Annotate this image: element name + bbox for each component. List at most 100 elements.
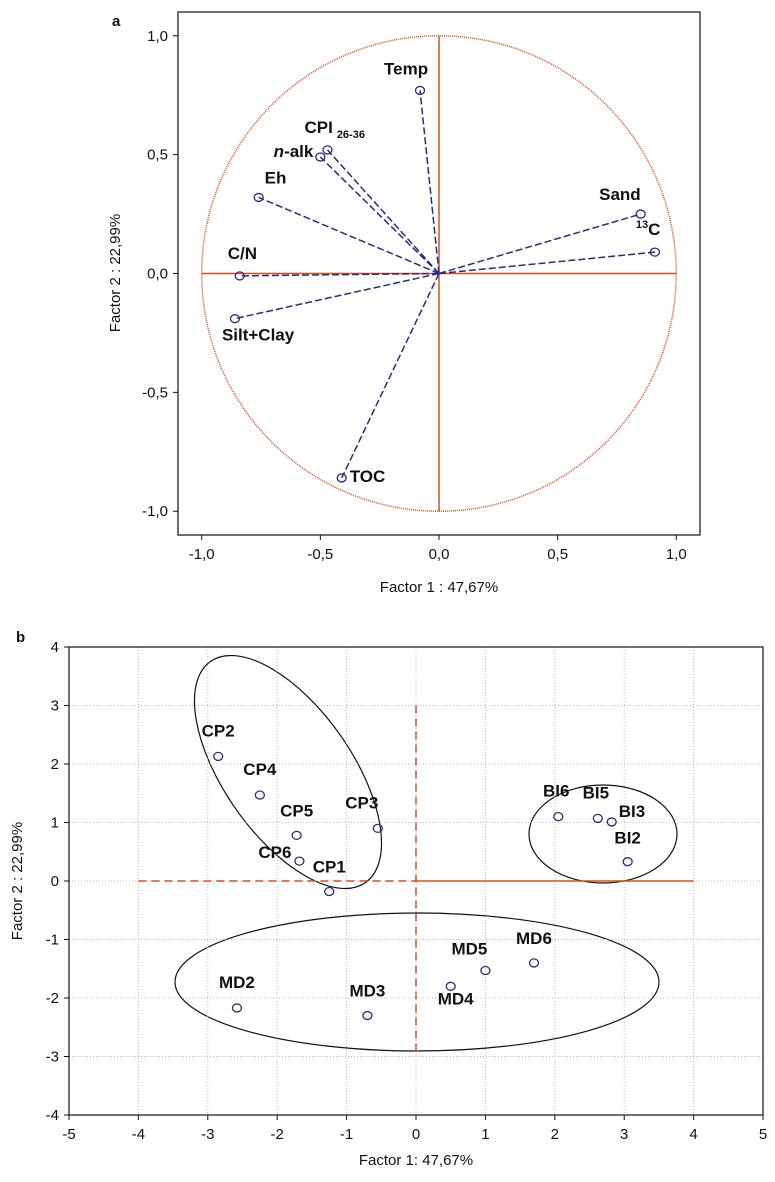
- label-text: CP2: [202, 721, 235, 740]
- point-label: Sand: [599, 185, 641, 204]
- y-tick-label: -0,5: [142, 384, 168, 401]
- loading-vector: [326, 149, 440, 275]
- label-text: BI5: [583, 783, 609, 802]
- panel-label: b: [16, 629, 25, 646]
- point: [480, 965, 491, 976]
- group-ellipse: [193, 654, 383, 890]
- point: [414, 85, 426, 96]
- y-axis-title: Factor 2 : 22,99%: [9, 822, 26, 940]
- x-tick-label: 0: [412, 1126, 420, 1143]
- loading-vector: [319, 156, 440, 275]
- label-italic: n: [274, 142, 284, 161]
- x-axis-title: Factor 1: 47,67%: [359, 1152, 473, 1169]
- point: [635, 209, 646, 219]
- label-text: MD6: [516, 929, 552, 948]
- label-text: Sand: [599, 185, 641, 204]
- label-text: TOC: [350, 467, 386, 486]
- point-label: Eh: [265, 168, 287, 187]
- y-tick-label: 0,0: [147, 266, 168, 283]
- label-text: Eh: [265, 168, 287, 187]
- x-tick-label: -3: [201, 1126, 214, 1143]
- point: [362, 1010, 373, 1021]
- point: [234, 271, 245, 281]
- panel: -1,0 -0,5 0,0 0,5 1,0 -1,0 -0,5 0,0 0,5 1,0 Temp CP…: [107, 11, 701, 596]
- point: [606, 817, 617, 827]
- label-text: -alk: [284, 142, 314, 161]
- loading-vector: [438, 213, 641, 275]
- label-text: CP1: [313, 858, 346, 877]
- x-tick-label: 5: [759, 1126, 767, 1143]
- point-label: MD6: [516, 929, 552, 948]
- x-tick-label: 4: [689, 1126, 697, 1143]
- point: [254, 790, 266, 800]
- x-tick-label: -5: [62, 1126, 75, 1143]
- label-text: MD5: [451, 940, 487, 959]
- loading-vector: [234, 272, 440, 320]
- label-sup: 13: [636, 219, 648, 231]
- point-label: BI2: [614, 829, 640, 848]
- x-tick-label: -2: [271, 1126, 284, 1143]
- label-text: MD4: [438, 989, 474, 1008]
- x-tick-label: 1: [481, 1126, 489, 1143]
- point: [229, 314, 241, 324]
- y-tick-label: -1: [46, 932, 59, 949]
- point: [649, 247, 661, 257]
- group-ellipse: [174, 912, 660, 1052]
- point: [336, 473, 347, 483]
- point-label: MD4: [438, 989, 474, 1008]
- point: [528, 958, 540, 968]
- label-text: CP5: [280, 801, 313, 820]
- point: [294, 856, 305, 866]
- x-axis-title: Factor 1 : 47,67%: [380, 579, 498, 596]
- label-text: CP6: [258, 843, 291, 862]
- point: [315, 152, 326, 162]
- x-tick-label: 3: [620, 1126, 628, 1143]
- x-tick-label: 2: [551, 1126, 559, 1143]
- y-tick-label: 0,5: [147, 147, 168, 164]
- x-tick-label: -0,5: [307, 546, 333, 563]
- point-label: CP5: [280, 801, 313, 820]
- label-text: CPI: [304, 118, 332, 137]
- point-label: CP4: [243, 760, 277, 779]
- x-tick-label: 0,5: [547, 546, 568, 563]
- y-tick-label: 4: [51, 639, 59, 656]
- plot-frame: [68, 646, 764, 1116]
- point-label: CPI 26-36: [304, 118, 364, 141]
- y-tick-label: -2: [46, 990, 59, 1007]
- point: [291, 830, 302, 841]
- label-text: BI6: [543, 782, 569, 801]
- point: [231, 1003, 243, 1013]
- label-sub: 26-36: [337, 129, 365, 141]
- y-tick-label: -1,0: [142, 503, 168, 520]
- label-text: C/N: [228, 244, 257, 263]
- point: [553, 812, 564, 822]
- point-label: BI5: [583, 783, 609, 802]
- point-label: BI3: [619, 802, 645, 821]
- point-label: Temp: [384, 59, 428, 78]
- label-text: MD3: [349, 982, 385, 1001]
- point-label: CP2: [202, 721, 235, 740]
- point: [253, 192, 264, 203]
- point-label: MD2: [219, 973, 255, 992]
- point-label: BI6: [543, 782, 569, 801]
- y-tick-label: 2: [51, 756, 59, 773]
- label-text: BI2: [614, 829, 640, 848]
- point-label: 13C: [636, 219, 661, 239]
- label-text: CP3: [345, 793, 378, 812]
- x-tick-label: 0,0: [429, 546, 450, 563]
- loading-vector: [419, 90, 440, 274]
- y-tick-label: 0: [51, 873, 59, 890]
- y-tick-label: 1,0: [147, 28, 168, 45]
- label-text: Temp: [384, 59, 428, 78]
- x-tick-label: -4: [132, 1126, 145, 1143]
- point-label: TOC: [350, 467, 386, 486]
- y-axis-title: Factor 2 : 22,99%: [107, 214, 124, 332]
- point-label: MD3: [349, 982, 385, 1001]
- point-label: C/N: [228, 244, 257, 263]
- point: [213, 751, 224, 762]
- y-tick-label: -4: [46, 1107, 59, 1124]
- x-tick-label: -1,0: [189, 546, 215, 563]
- point-label: CP3: [345, 793, 378, 812]
